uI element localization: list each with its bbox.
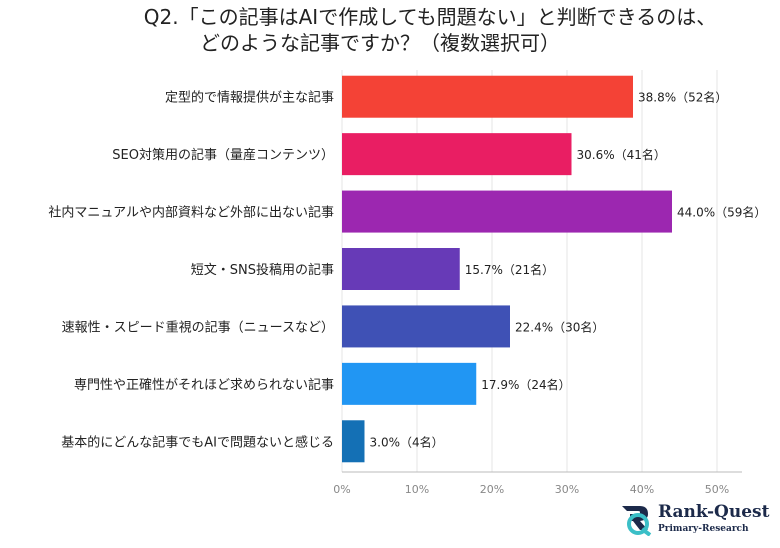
x-tick-label: 50% — [705, 483, 729, 496]
x-tick-label: 30% — [555, 483, 579, 496]
bar — [342, 75, 633, 118]
data-label: 15.7%（21名） — [465, 262, 554, 277]
x-tick-label: 10% — [405, 483, 429, 496]
category-label: 基本的にどんな記事でもAIで問題ないと感じる — [61, 434, 334, 450]
chart-title-line2: どのような記事ですか？（複数選択可） — [200, 31, 560, 55]
data-label: 30.6%（41名） — [577, 147, 666, 162]
bar — [342, 248, 460, 290]
rank-quest-logo: Rank-Quest Primary-Research — [620, 502, 770, 542]
bar — [342, 190, 672, 233]
data-label: 22.4%（30名） — [515, 319, 604, 334]
chart-title-line1: Q2.「この記事はAIで作成しても問題ない」と判断できるのは、 — [143, 5, 717, 29]
x-tick-label: 40% — [630, 483, 654, 496]
logo-icon — [622, 506, 652, 536]
bar — [342, 362, 477, 405]
data-label: 17.9%（24名） — [481, 377, 570, 392]
data-label: 38.8%（52名） — [638, 90, 727, 105]
category-label: 社内マニュアルや内部資料など外部に出ない記事 — [48, 205, 334, 221]
category-label: SEO対策用の記事（量産コンテンツ） — [112, 147, 334, 163]
category-label: 専門性や正確性がそれほど求められない記事 — [74, 377, 334, 393]
x-tick-label: 20% — [480, 483, 504, 496]
logo-subtitle: Primary-Research — [658, 524, 749, 534]
bar — [342, 133, 572, 176]
data-label: 44.0%（59名） — [677, 205, 766, 220]
category-label: 短文・SNS投稿用の記事 — [191, 262, 334, 278]
bar — [342, 420, 365, 463]
category-label: 速報性・スピード重視の記事（ニュースなど） — [62, 319, 334, 335]
x-tick-label: 0% — [333, 483, 350, 496]
bar — [342, 305, 510, 348]
logo-name: Rank-Quest — [658, 502, 770, 522]
category-label: 定型的で情報提供が主な記事 — [165, 90, 334, 106]
data-label: 3.0%（4名） — [370, 434, 444, 449]
